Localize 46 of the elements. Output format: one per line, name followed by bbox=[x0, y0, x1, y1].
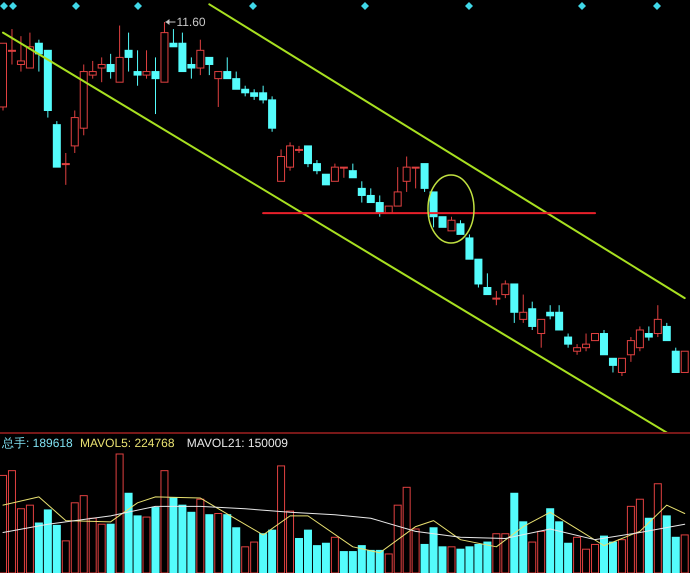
annotation: 11.60 bbox=[176, 15, 206, 29]
candlestick bbox=[151, 56, 160, 115]
candlestick bbox=[644, 326, 653, 342]
candlestick bbox=[501, 280, 510, 299]
candlestick bbox=[654, 304, 662, 338]
candlestick bbox=[124, 32, 133, 72]
candlestick bbox=[448, 216, 456, 232]
series-label: 总手: 189618 bbox=[1, 436, 74, 450]
candlestick bbox=[618, 358, 626, 376]
candlestick bbox=[348, 163, 357, 178]
candlestick bbox=[537, 318, 546, 348]
candlestick bbox=[134, 50, 142, 86]
bar bbox=[116, 454, 124, 573]
candlestick bbox=[456, 220, 464, 235]
candlestick bbox=[106, 53, 115, 80]
candlestick bbox=[528, 301, 536, 330]
candlestick bbox=[680, 350, 689, 373]
bar bbox=[214, 513, 222, 573]
candlestick bbox=[608, 358, 617, 373]
candlestick bbox=[322, 174, 330, 186]
text: MAVOL21: 150009 bbox=[186, 436, 288, 450]
bar bbox=[160, 470, 168, 573]
candlestick bbox=[205, 56, 214, 76]
candlestick bbox=[492, 290, 500, 306]
text: MAVOL5: 224768 bbox=[80, 436, 175, 450]
bar bbox=[330, 536, 339, 573]
bar bbox=[680, 534, 689, 573]
bar bbox=[448, 546, 456, 573]
bar bbox=[644, 518, 653, 573]
bar bbox=[205, 514, 214, 573]
candlestick bbox=[672, 347, 680, 373]
candlestick bbox=[62, 152, 70, 186]
candlestick bbox=[564, 333, 572, 348]
bar bbox=[142, 516, 151, 573]
bar bbox=[151, 507, 160, 573]
bar bbox=[196, 498, 204, 573]
candlestick bbox=[196, 39, 204, 76]
bar bbox=[654, 483, 662, 573]
candlestick bbox=[519, 294, 528, 324]
candlestick bbox=[483, 272, 492, 296]
candlestick bbox=[142, 50, 151, 80]
candlestick bbox=[214, 71, 222, 108]
candlestick bbox=[600, 329, 608, 356]
bar bbox=[106, 524, 115, 573]
candlestick bbox=[662, 322, 671, 342]
candlestick bbox=[98, 56, 106, 83]
